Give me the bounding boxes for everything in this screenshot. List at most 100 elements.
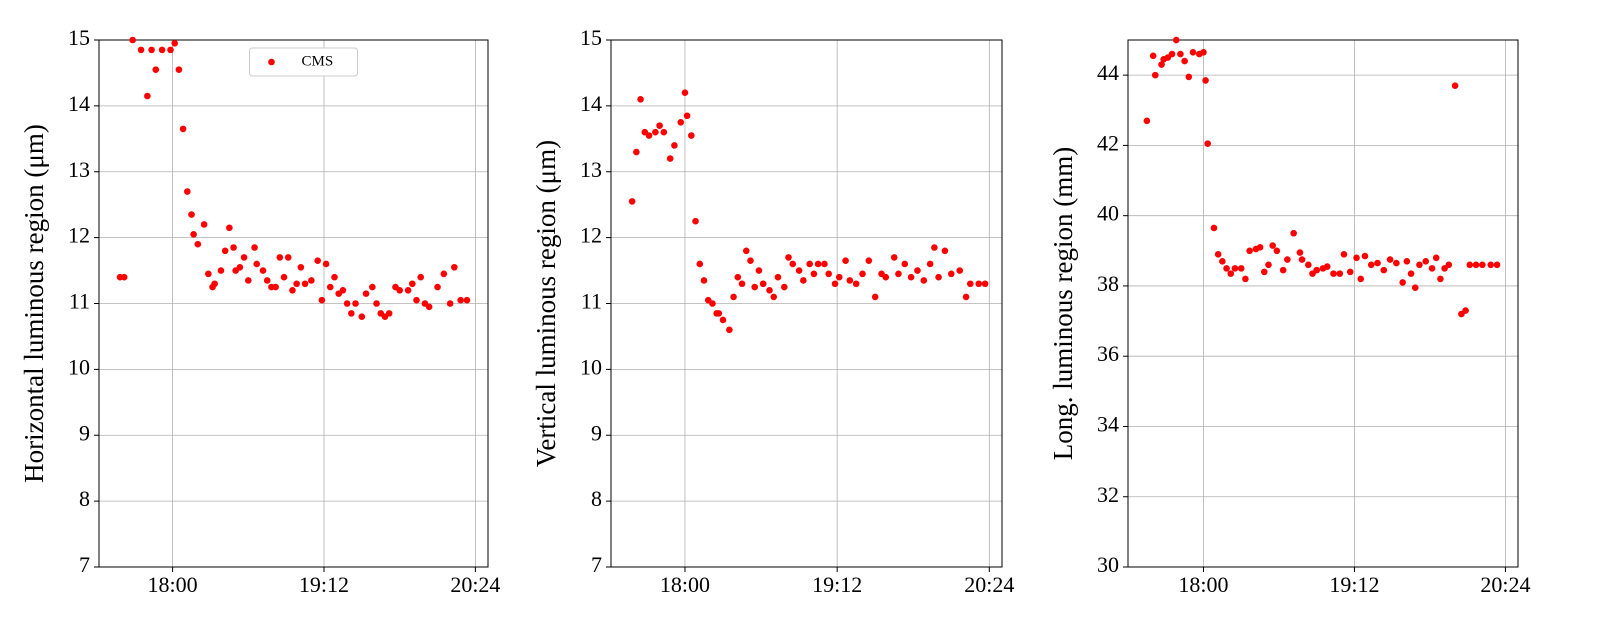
data-point (681, 89, 689, 96)
data-point (956, 267, 964, 274)
data-point (194, 240, 202, 248)
data-point (253, 260, 261, 268)
legend-marker (268, 58, 275, 66)
data-point (301, 280, 309, 288)
data-point (184, 188, 191, 195)
data-point (276, 254, 284, 261)
data-point (671, 142, 678, 149)
data-point (1265, 261, 1272, 269)
data-point (211, 280, 218, 288)
data-point (179, 125, 187, 133)
data-point (810, 270, 818, 278)
data-point (666, 155, 674, 162)
data-point (457, 296, 464, 304)
data-point (846, 277, 854, 284)
data-point (1219, 258, 1226, 265)
data-point (719, 316, 727, 324)
data-point (935, 273, 942, 281)
x-tick-label: 18:00 (660, 572, 710, 597)
y-tick-label: 15 (580, 25, 602, 50)
data-point (1422, 258, 1430, 265)
data-point (652, 128, 659, 136)
data-point (770, 293, 778, 301)
data-point (1200, 48, 1207, 56)
data-point (660, 128, 668, 136)
y-tick-label: 15 (68, 25, 90, 50)
data-point (1305, 261, 1312, 269)
y-tick-label: 36 (1097, 341, 1119, 366)
data-point (1403, 258, 1411, 265)
data-point (152, 66, 160, 73)
data-point (263, 277, 271, 284)
data-point (322, 260, 330, 268)
data-point (1411, 284, 1419, 291)
axes-frame (98, 39, 489, 568)
data-point (1296, 249, 1304, 256)
data-point (137, 46, 145, 54)
data-point (409, 280, 416, 288)
data-point (766, 287, 773, 294)
data-point (914, 267, 921, 274)
data-point (1181, 57, 1188, 65)
data-point (633, 148, 640, 156)
y-tick-label: 7 (591, 552, 602, 577)
data-point (1479, 261, 1486, 269)
y-tick-label: 38 (1097, 271, 1119, 296)
data-point (734, 273, 742, 281)
data-point (413, 296, 420, 304)
data-point (1346, 268, 1354, 276)
y-axis-label: Horizontal luminous region (μm) (19, 124, 49, 483)
data-point (941, 247, 949, 255)
data-point (966, 280, 974, 288)
y-tick-label: 9 (79, 420, 90, 445)
data-point (1223, 265, 1230, 272)
y-tick-label: 13 (580, 157, 602, 182)
data-point (352, 300, 359, 307)
data-point (1493, 261, 1501, 269)
data-point (1451, 82, 1459, 89)
data-point (1168, 50, 1176, 58)
data-point (434, 283, 441, 291)
y-tick-label: 34 (1097, 412, 1119, 437)
data-point (1416, 261, 1423, 269)
data-point (1407, 270, 1415, 277)
y-tick-label: 12 (580, 223, 602, 248)
data-point (931, 244, 938, 251)
y-tick-label: 32 (1097, 482, 1119, 507)
data-point (272, 283, 279, 291)
data-point (385, 310, 393, 317)
data-point (158, 46, 166, 54)
data-point (1323, 263, 1331, 270)
data-point (404, 287, 412, 294)
data-point (1185, 73, 1193, 81)
y-tick-label: 13 (68, 157, 90, 182)
data-point (1231, 265, 1239, 272)
data-point (167, 46, 174, 54)
data-point (700, 277, 708, 284)
data-point (297, 263, 305, 271)
data-point (742, 247, 750, 255)
data-point (1273, 247, 1281, 255)
data-point (244, 277, 252, 284)
data-point (1462, 307, 1469, 314)
data-point (446, 300, 454, 307)
data-point (1202, 77, 1209, 84)
data-point (240, 254, 248, 261)
data-point (148, 46, 155, 54)
data-point (308, 277, 315, 284)
x-tick-label: 18:00 (148, 572, 198, 597)
x-tick-label: 20:24 (964, 572, 1014, 597)
data-point (726, 326, 733, 334)
data-point (339, 287, 347, 294)
data-point (865, 257, 873, 264)
data-point (1393, 259, 1400, 267)
data-point (318, 296, 326, 304)
data-point (1437, 275, 1444, 283)
data-point (343, 300, 351, 307)
x-tick-label: 20:24 (450, 572, 500, 597)
data-point (314, 257, 321, 264)
data-point (774, 273, 782, 281)
data-point (759, 280, 767, 288)
data-point (171, 39, 178, 47)
